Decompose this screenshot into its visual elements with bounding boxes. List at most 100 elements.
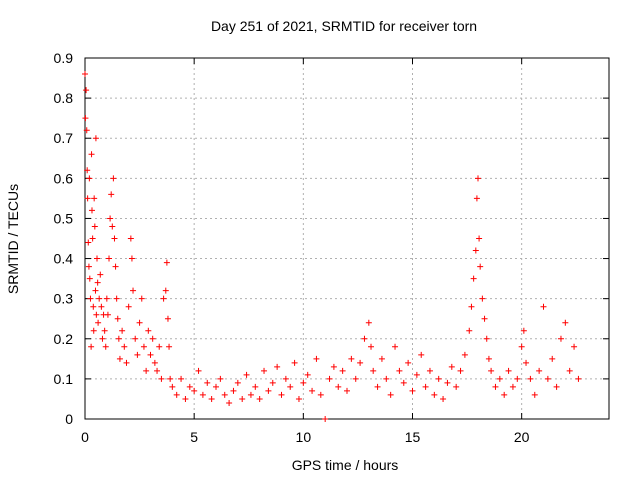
data-point: [313, 355, 320, 362]
data-point: [82, 71, 88, 78]
data-point: [472, 247, 479, 254]
data-point: [186, 383, 193, 390]
data-point: [221, 391, 228, 398]
data-point: [230, 387, 237, 394]
data-point: [234, 379, 241, 386]
data-point: [121, 343, 128, 350]
data-point: [127, 235, 134, 242]
data-point: [247, 391, 254, 398]
data-point: [378, 355, 385, 362]
data-point: [287, 383, 294, 390]
data-point: [562, 319, 569, 326]
data-point: [457, 367, 464, 374]
data-point: [243, 371, 250, 378]
data-point: [97, 271, 104, 278]
data-point: [88, 151, 95, 158]
data-point: [557, 335, 564, 342]
data-point: [370, 367, 377, 374]
data-point: [92, 135, 99, 142]
data-point: [440, 395, 447, 402]
data-point: [136, 319, 143, 326]
data-point: [106, 255, 113, 262]
y-axis-label: SRMTID / TECUs: [5, 184, 21, 294]
data-point: [162, 287, 169, 294]
data-point: [475, 175, 481, 182]
data-point: [426, 367, 433, 374]
data-point: [520, 327, 527, 334]
data-point: [509, 383, 516, 390]
data-point: [374, 383, 381, 390]
y-tick-label: 0.3: [54, 291, 74, 307]
data-point: [204, 379, 211, 386]
data-point: [94, 255, 101, 262]
data-point: [95, 319, 102, 326]
data-point: [84, 195, 91, 202]
data-point: [274, 363, 281, 370]
data-point: [93, 311, 100, 318]
data-point: [98, 303, 105, 310]
data-point: [160, 295, 167, 302]
data-point: [82, 115, 89, 122]
data-point: [96, 295, 103, 302]
data-point: [466, 327, 473, 334]
data-point: [309, 387, 316, 394]
data-point: [261, 367, 268, 374]
data-point: [154, 367, 161, 374]
data-point: [330, 363, 337, 370]
data-point: [553, 383, 560, 390]
data-point: [476, 235, 483, 242]
y-tick-label: 0.4: [54, 251, 74, 267]
y-tick-label: 0.7: [54, 130, 74, 146]
data-point: [94, 279, 101, 286]
data-point: [111, 235, 118, 242]
data-point: [348, 355, 355, 362]
data-point: [361, 335, 368, 342]
data-point: [83, 87, 90, 94]
data-point: [164, 315, 171, 322]
data-point: [278, 391, 285, 398]
data-point: [435, 375, 442, 382]
data-point: [473, 195, 480, 202]
x-tick-label: 5: [190, 429, 198, 445]
y-tick-label: 0.5: [54, 210, 74, 226]
data-point: [357, 359, 364, 366]
data-point: [566, 367, 573, 374]
data-point: [115, 335, 122, 342]
data-point: [99, 335, 106, 342]
y-tick-label: 0.8: [54, 90, 74, 106]
data-point: [173, 391, 180, 398]
data-point: [140, 343, 147, 350]
data-point: [92, 287, 99, 294]
data-point: [166, 343, 173, 350]
data-point: [156, 343, 163, 350]
data-point: [483, 335, 490, 342]
data-point: [300, 379, 307, 386]
data-point: [149, 335, 156, 342]
data-point: [178, 375, 185, 382]
data-point: [413, 371, 420, 378]
data-point: [110, 175, 117, 182]
data-point: [387, 391, 394, 398]
data-point: [104, 311, 111, 318]
x-tick-label: 15: [405, 429, 421, 445]
data-point: [368, 343, 375, 350]
data-point: [182, 395, 189, 402]
data-point: [396, 367, 403, 374]
data-point: [89, 235, 96, 242]
data-point: [540, 303, 547, 310]
data-point: [213, 383, 219, 390]
data-point: [119, 327, 126, 334]
data-point: [107, 215, 114, 222]
data-point: [505, 367, 512, 374]
data-point: [256, 395, 263, 402]
data-points: [82, 71, 582, 422]
x-tick-label: 0: [81, 429, 89, 445]
data-point: [114, 315, 121, 322]
data-point: [531, 391, 538, 398]
data-point: [158, 375, 165, 382]
data-point: [448, 363, 455, 370]
data-point: [496, 375, 503, 382]
data-point: [103, 295, 110, 302]
data-point: [352, 375, 359, 382]
data-point: [109, 223, 116, 230]
